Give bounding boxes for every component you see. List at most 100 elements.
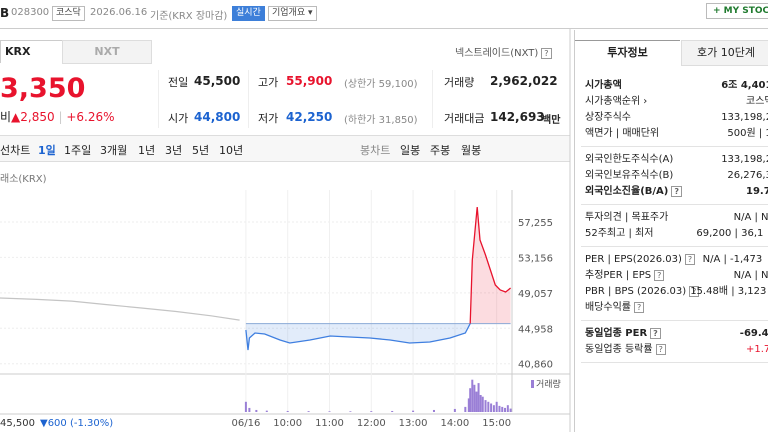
info-icon[interactable]: › (643, 96, 648, 107)
label-text: 배당수익률 (585, 302, 631, 313)
volume-bar (391, 410, 394, 412)
volume-bar (307, 411, 310, 412)
volume-bar (255, 409, 258, 412)
info-icon[interactable]: ? (689, 286, 700, 297)
volume-bar (328, 411, 331, 412)
info-label: PBR | BPS (2026.03)? (585, 284, 700, 300)
volume-bar (248, 407, 251, 412)
label-text: PBR | BPS (2026.03) (585, 286, 687, 297)
x-tick-label: 11:00 (315, 418, 344, 429)
info-label: 외국인한도주식수(A) (585, 152, 673, 168)
info-icon[interactable]: ? (684, 254, 696, 265)
volume-bar (487, 401, 490, 412)
info-icon[interactable]: ? (654, 270, 665, 281)
period-option[interactable]: 1주일 (64, 144, 92, 157)
volume-bar (475, 391, 478, 412)
x-tick-label: 10:00 (273, 418, 302, 429)
info-row: 배당수익률? (585, 300, 768, 316)
tab-nxt[interactable]: NXT (62, 40, 152, 64)
period-option[interactable]: 3년 (165, 144, 183, 157)
info-value: +1.79 (746, 344, 768, 355)
realtime-badge[interactable]: 실시간 (232, 6, 265, 21)
label-text: 외국인소진율(B/A) (585, 186, 669, 197)
line-down (245, 323, 471, 351)
summary-note: (하한가 31,850) (344, 115, 418, 126)
info-label: 투자의견 | 목표주가 (585, 210, 668, 226)
y-tick-label: 53,156 (518, 253, 553, 264)
label-text: 외국인한도주식수(A) (585, 154, 674, 165)
period-option[interactable]: 5년 (192, 144, 210, 157)
info-value: N/A | N (733, 270, 768, 281)
period-option[interactable]: 10년 (219, 144, 244, 157)
label-text: 상장주식수 (585, 112, 631, 123)
info-icon[interactable]: ? (671, 186, 682, 197)
date: 2026.06.16 (90, 7, 148, 18)
group-divider (581, 146, 768, 147)
info-icon[interactable]: ? (655, 344, 666, 355)
change-row: 비▲2,850 | +6.26% (0, 108, 115, 125)
separator (158, 70, 159, 128)
label-text: 외국인보유주식수(B) (585, 170, 674, 181)
period-bar (0, 135, 570, 162)
y-tick-label: 57,255 (518, 218, 553, 229)
x-tick-label: 15:00 (482, 418, 511, 429)
volume-bar (286, 410, 289, 412)
volume-bar (501, 406, 504, 412)
info-row: 추정PER | EPS? N/A | N (585, 268, 768, 284)
candle-option[interactable]: 일봉 (400, 144, 421, 157)
period-option[interactable]: 3개월 (100, 144, 128, 157)
label-text: 투자의견 | 목표주가 (585, 212, 669, 223)
summary-note: (상한가 59,100) (344, 79, 418, 90)
volume-bar (490, 403, 493, 412)
change-prefix: 비 (0, 110, 12, 124)
period-option: 선차트 (0, 144, 31, 157)
volume-bar (506, 405, 509, 412)
info-value: N/A | N (733, 212, 768, 223)
info-value: 15.48배 | 3,123 (690, 286, 767, 297)
volume-bar (265, 410, 268, 412)
tab-invest[interactable]: 투자정보 (575, 40, 680, 65)
label-text: 동일업종 등락률 (585, 344, 653, 355)
info-label: PER | EPS(2026.03)? (585, 252, 696, 268)
volume-bar (509, 408, 512, 412)
info-icon[interactable]: ? (650, 328, 661, 339)
info-icon[interactable]: ? (634, 302, 645, 313)
footer-price: 45,500 (0, 418, 35, 429)
info-label: 시가총액순위 › (585, 94, 647, 110)
x-tick-label: 12:00 (357, 418, 386, 429)
info-row: 액면가 | 매매단위 500원 | 1 (585, 126, 768, 142)
separator (432, 70, 433, 128)
previous-line (0, 297, 240, 321)
candle-option[interactable]: 주봉 (430, 144, 451, 157)
tab-orderbook[interactable]: 호가 10단계 (681, 40, 768, 66)
volume-bar (481, 396, 484, 412)
nxt-link[interactable]: 넥스트레이드(NXT)? (455, 44, 552, 59)
market-badge: 코스닥 (52, 6, 85, 21)
overview-dropdown[interactable]: 기업개요 ▾ (268, 6, 317, 21)
info-row: PER | EPS(2026.03)? N/A | -1,473 (585, 252, 768, 268)
summary-unit: 백만 (542, 115, 561, 126)
area-down (245, 323, 511, 350)
period-option[interactable]: 1일 (38, 144, 56, 157)
volume-bar (498, 405, 501, 412)
summary-value: 142,693 (490, 110, 545, 124)
volume-bar (370, 411, 373, 412)
x-tick-label: 14:00 (440, 418, 469, 429)
info-label: 52주최고 | 최저 (585, 226, 653, 242)
summary-value: 44,800 (194, 110, 241, 124)
info-value: -69.43 (739, 328, 768, 339)
info-row: 52주최고 | 최저 69,200 | 36,1 (585, 226, 768, 242)
info-value: 코스닥 9 (746, 96, 768, 107)
group-divider (581, 362, 768, 363)
period-option[interactable]: 1년 (138, 144, 156, 157)
summary-label: 전일 (168, 76, 189, 89)
candle-option[interactable]: 월봉 (461, 144, 482, 157)
summary-label: 저가 (258, 112, 279, 125)
volume-bar (504, 407, 507, 412)
info-row: 동일업종 PER? -69.43 (585, 326, 768, 342)
investment-info: 투자정보 호가 10단계 시가총액 6조 4,401억시가총액순위› 코스닥 9 상장… (574, 30, 768, 432)
volume-bar (349, 411, 352, 412)
info-row: PBR | BPS (2026.03)? 15.48배 | 3,123 (585, 284, 768, 300)
